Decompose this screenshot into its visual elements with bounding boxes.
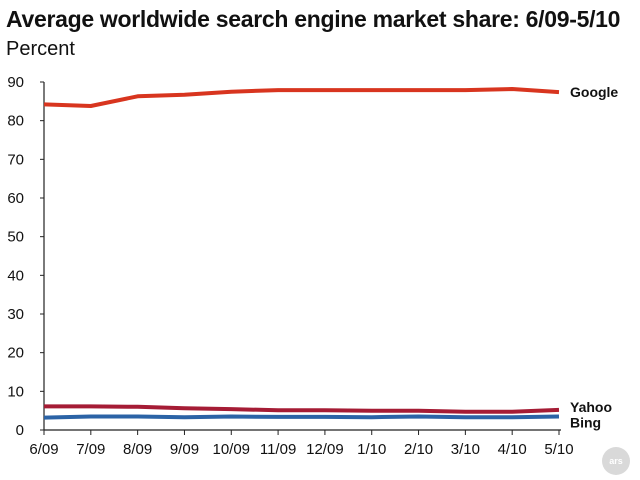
x-tick-label: 10/09 [212,441,250,458]
x-tick-label: 2/10 [404,441,433,458]
x-tick-label: 7/09 [76,441,105,458]
y-tick-label: 60 [7,190,24,207]
y-axis-ticks: 0 10 20 30 40 50 60 70 80 90 [7,74,44,439]
x-tick-label: 12/09 [306,441,344,458]
chart-title: Average worldwide search engine market s… [6,6,621,32]
yahoo-line [44,404,560,414]
x-tick-label: 11/09 [260,441,296,458]
y-tick-label: 80 [7,113,24,130]
x-axis-ticks: 6/09 7/09 8/09 9/09 10/09 11/09 12/09 1/10 2/10 3… [29,430,574,458]
bing-line [43,414,560,420]
bing-series-label: Bing [570,414,601,430]
x-tick-label: 5/10 [544,441,573,458]
x-tick-label: 6/09 [29,441,58,458]
ars-logo: ars [602,447,630,475]
chart-subtitle: Percent [6,38,75,60]
y-tick-label: 40 [7,267,24,284]
series-lines [43,87,560,420]
google-line [43,87,560,108]
y-tick-label: 20 [7,345,24,362]
y-tick-label: 30 [7,306,24,323]
x-tick-label: 3/10 [451,441,480,458]
y-tick-label: 0 [16,422,24,439]
x-tick-label: 9/09 [170,441,199,458]
x-tick-label: 1/10 [357,441,386,458]
y-tick-label: 10 [7,383,24,400]
y-tick-label: 70 [7,151,24,168]
yahoo-series-label: Yahoo [570,399,612,415]
chart-axes [43,82,561,431]
y-tick-label: 50 [7,229,24,246]
google-series-label: Google [570,84,618,100]
y-tick-label: 90 [7,74,24,91]
x-tick-label: 4/10 [498,441,527,458]
x-tick-label: 8/09 [123,441,152,458]
